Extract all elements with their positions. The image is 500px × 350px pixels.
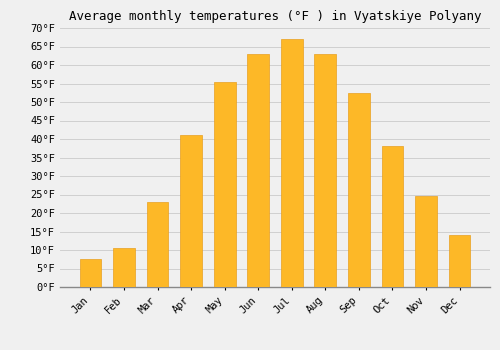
Bar	[214, 82, 236, 287]
Bar	[314, 54, 336, 287]
Bar	[113, 248, 135, 287]
Bar	[248, 54, 269, 287]
Title: Average monthly temperatures (°F ) in Vyatskiye Polyany: Average monthly temperatures (°F ) in Vy…	[69, 10, 481, 23]
Bar	[348, 93, 370, 287]
Bar	[281, 39, 302, 287]
Bar	[448, 235, 470, 287]
Bar	[180, 135, 202, 287]
Bar	[415, 196, 437, 287]
Bar	[382, 146, 404, 287]
Bar	[146, 202, 169, 287]
Bar	[80, 259, 102, 287]
